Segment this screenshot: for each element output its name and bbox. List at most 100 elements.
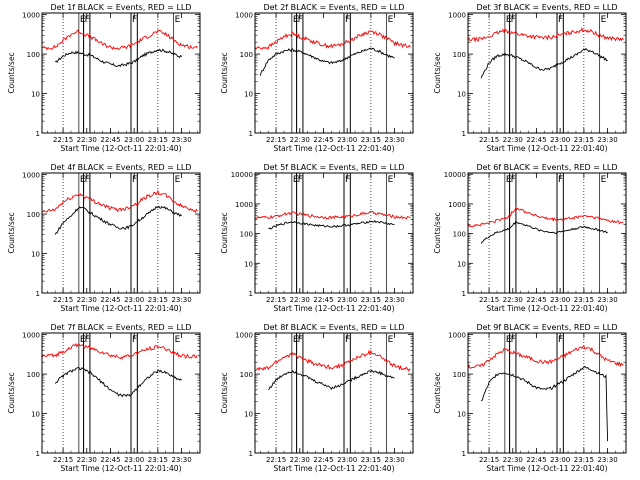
x-axis-label: Start Time (12-Oct-11 22:01:40) [486, 464, 607, 473]
detector-panel-5: Det 5f BLACK = Events, RED = LLD 1 10 100 10… [213, 160, 426, 320]
y-tick-label: 1000 [22, 12, 40, 20]
flag-label: E [506, 175, 512, 185]
x-tick-label: 22:45 [526, 456, 546, 464]
x-axis-label: Start Time (12-Oct-11 22:01:40) [273, 464, 394, 473]
series-group [468, 27, 624, 79]
series-group [42, 29, 198, 68]
chart-svg: Det 6f BLACK = Events, RED = LLD 1 10 100 10… [433, 163, 627, 313]
data-gap-box [343, 12, 351, 134]
x-tick-label: 23:15 [574, 456, 594, 464]
series-line-events [54, 205, 182, 235]
series-group [255, 30, 411, 76]
flag-label: E [506, 335, 512, 345]
flag-label: E [601, 175, 607, 185]
flag-label: F [298, 335, 303, 345]
flag-label: F [85, 175, 90, 185]
data-gap-box [83, 12, 91, 134]
series-line-lld [42, 189, 198, 214]
detector-panel-7: Det 7f BLACK = Events, RED = LLD 1 10 100 10… [0, 320, 213, 480]
flag-label: E [388, 15, 394, 25]
series-line-events [480, 365, 609, 442]
flag-label: F [345, 15, 350, 25]
series-line-lld [42, 342, 198, 360]
chart-title: Det 9f BLACK = Events, RED = LLD [476, 323, 617, 332]
x-tick-label: 23:30 [384, 456, 404, 464]
y-tick-label: 1000 [235, 12, 253, 20]
x-tick-label: 22:45 [313, 296, 333, 304]
y-axis-label: Counts/sec [220, 372, 229, 413]
y-tick-label: 1 [36, 130, 40, 138]
y-tick-label: 100 [27, 51, 40, 59]
x-axis-label: Start Time (12-Oct-11 22:01:40) [486, 144, 607, 153]
plot-frame [467, 12, 627, 134]
y-tick-label: 10000 [231, 171, 253, 179]
detector-panel-6: Det 6f BLACK = Events, RED = LLD 1 10 100 10… [426, 160, 639, 320]
series-group [255, 210, 411, 230]
data-gap-box [130, 332, 138, 454]
x-tick-label: 22:30 [290, 296, 310, 304]
x-tick-label: 22:30 [503, 456, 523, 464]
x-tick-label: 23:15 [361, 296, 381, 304]
y-tick-label: 1000 [235, 332, 253, 340]
x-tick-label: 23:30 [597, 456, 617, 464]
x-axis-label: Start Time (12-Oct-11 22:01:40) [273, 304, 394, 313]
plot-frame [254, 12, 414, 134]
y-axis-label: Counts/sec [433, 212, 442, 253]
x-tick-label: 22:45 [313, 456, 333, 464]
series-group [42, 189, 198, 235]
series-group [255, 349, 411, 391]
chart-title: Det 7f BLACK = Events, RED = LLD [50, 323, 191, 332]
y-tick-label: 100 [453, 51, 466, 59]
y-tick-label: 1000 [22, 172, 40, 180]
x-tick-label: 22:30 [77, 136, 97, 144]
y-tick-label: 100 [240, 51, 253, 59]
x-tick-label: 22:30 [77, 296, 97, 304]
chart-title: Det 5f BLACK = Events, RED = LLD [263, 163, 404, 172]
data-gap-box [509, 172, 517, 294]
series-line-events [480, 220, 608, 244]
x-tick-label: 23:00 [337, 136, 357, 144]
data-gap-box [130, 12, 138, 134]
series-line-events [259, 47, 395, 76]
x-tick-label: 23:30 [384, 136, 404, 144]
chart-svg: Det 9f BLACK = Events, RED = LLD 1 10 100 10… [433, 323, 627, 473]
chart-svg: Det 1f BLACK = Events, RED = LLD 1 10 100 10… [7, 3, 201, 153]
flag-label: F [345, 175, 350, 185]
plot-frame [41, 12, 201, 134]
flag-label: E [506, 15, 512, 25]
flag-label: E [175, 15, 181, 25]
y-axis-label: Counts/sec [433, 52, 442, 93]
x-tick-label: 23:15 [148, 456, 168, 464]
series-group [468, 206, 624, 244]
x-tick-label: 22:15 [479, 296, 499, 304]
detector-panel-9: Det 9f BLACK = Events, RED = LLD 1 10 100 10… [426, 320, 639, 480]
y-axis-label: Counts/sec [7, 372, 16, 413]
y-tick-label: 100 [27, 211, 40, 219]
x-tick-label: 22:45 [100, 456, 120, 464]
flag-label: E [293, 15, 299, 25]
data-gap-box [343, 332, 351, 454]
flag-label: E [388, 175, 394, 185]
y-tick-label: 1000 [235, 201, 253, 209]
x-axis-label: Start Time (12-Oct-11 22:01:40) [486, 304, 607, 313]
x-tick-label: 22:30 [503, 136, 523, 144]
chart-title: Det 6f BLACK = Events, RED = LLD [476, 163, 617, 172]
flag-label: E [80, 15, 86, 25]
chart-title: Det 4f BLACK = Events, RED = LLD [50, 163, 191, 172]
detector-panel-4: Det 4f BLACK = Events, RED = LLD 1 10 100 10… [0, 160, 213, 320]
y-tick-label: 10 [31, 251, 40, 259]
flag-label: F [298, 175, 303, 185]
y-tick-label: 100 [453, 371, 466, 379]
y-tick-label: 10 [31, 411, 40, 419]
x-tick-label: 22:30 [503, 296, 523, 304]
x-tick-label: 23:30 [597, 296, 617, 304]
y-tick-label: 10 [244, 91, 253, 99]
plot-frame [41, 172, 201, 294]
x-tick-label: 23:30 [384, 296, 404, 304]
x-tick-label: 23:15 [574, 136, 594, 144]
flag-label: F [511, 335, 516, 345]
flag-label: F [85, 15, 90, 25]
x-axis-label: Start Time (12-Oct-11 22:01:40) [273, 144, 394, 153]
y-tick-label: 1 [249, 290, 253, 298]
x-tick-label: 23:30 [171, 296, 191, 304]
